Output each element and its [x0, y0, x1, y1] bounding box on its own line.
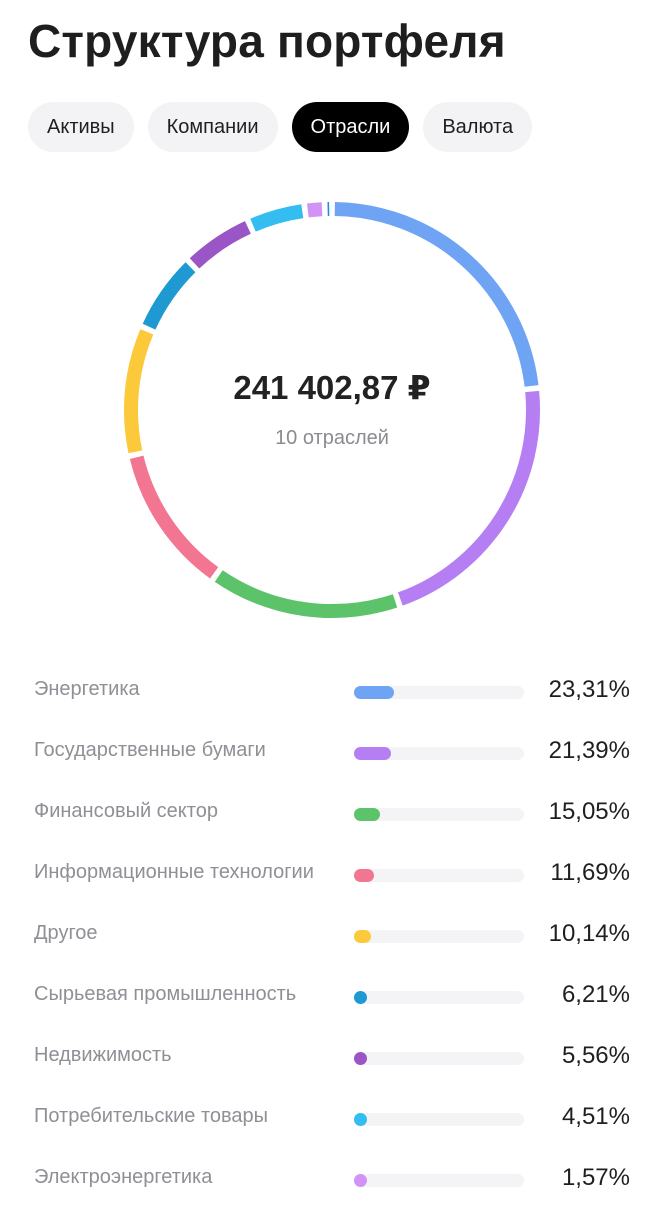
legend-bar-track — [354, 808, 524, 821]
legend-label: Другое — [34, 922, 334, 945]
legend-row[interactable]: Потребительские товары 4,51% — [0, 1089, 664, 1150]
legend-percent: 5,56% — [562, 1042, 630, 1070]
portfolio-total: 241 402,87 ₽ — [120, 368, 544, 407]
legend-percent: 6,21% — [562, 981, 630, 1009]
segment-tabs: Активы Компании Отрасли Валюта — [28, 102, 532, 152]
legend-percent: 21,39% — [549, 737, 630, 765]
tab-sectors[interactable]: Отрасли — [292, 102, 410, 152]
legend-row[interactable]: Сырьевая промышленность 6,21% — [0, 967, 664, 1028]
legend-bar-fill — [354, 991, 367, 1004]
legend-percent: 4,51% — [562, 1103, 630, 1131]
sector-legend: Энергетика 23,31% Государственные бумаги 21… — [0, 662, 664, 1211]
tab-assets[interactable]: Активы — [28, 102, 134, 152]
donut-segment-4[interactable] — [137, 457, 214, 573]
legend-row[interactable]: Другое 10,14% — [0, 906, 664, 967]
legend-bar-fill — [354, 686, 394, 699]
legend-label: Информационные технологии — [34, 861, 334, 884]
legend-bar-fill — [354, 869, 374, 882]
donut-segment-6[interactable] — [149, 267, 190, 326]
tab-companies[interactable]: Компании — [148, 102, 278, 152]
legend-bar-fill — [354, 808, 380, 821]
legend-label: Государственные бумаги — [34, 739, 334, 762]
legend-bar-track — [354, 1052, 524, 1065]
page-title: Структура портфеля — [28, 14, 506, 68]
legend-bar-track — [354, 747, 524, 760]
legend-percent: 10,14% — [549, 920, 630, 948]
legend-row[interactable]: Информационные технологии 11,69% — [0, 845, 664, 906]
legend-bar-fill — [354, 1174, 367, 1187]
legend-bar-fill — [354, 930, 371, 943]
legend-bar-fill — [354, 747, 391, 760]
donut-segment-7[interactable] — [195, 227, 248, 263]
legend-bar-track — [354, 930, 524, 943]
donut-segment-8[interactable] — [253, 211, 302, 225]
legend-bar-fill — [354, 1052, 367, 1065]
legend-label: Недвижимость — [34, 1044, 334, 1067]
legend-bar-track — [354, 991, 524, 1004]
legend-bar-track — [354, 869, 524, 882]
tab-currency[interactable]: Валюта — [423, 102, 532, 152]
donut-segment-1[interactable] — [335, 209, 532, 386]
legend-label: Электроэнергетика — [34, 1166, 334, 1189]
legend-label: Сырьевая промышленность — [34, 983, 334, 1006]
donut-chart: 241 402,87 ₽ 10 отраслей — [120, 198, 544, 622]
legend-row[interactable]: Государственные бумаги 21,39% — [0, 723, 664, 784]
sector-count: 10 отраслей — [120, 427, 544, 450]
legend-label: Финансовый сектор — [34, 800, 334, 823]
legend-row[interactable]: Энергетика 23,31% — [0, 662, 664, 723]
legend-bar-track — [354, 1113, 524, 1126]
legend-percent: 11,69% — [550, 859, 630, 887]
legend-bar-fill — [354, 1113, 367, 1126]
donut-center: 241 402,87 ₽ 10 отраслей — [120, 368, 544, 450]
legend-percent: 1,57% — [562, 1164, 630, 1192]
legend-percent: 23,31% — [549, 676, 630, 704]
legend-label: Энергетика — [34, 678, 334, 701]
legend-bar-track — [354, 686, 524, 699]
legend-row[interactable]: Финансовый сектор 15,05% — [0, 784, 664, 845]
donut-segment-9[interactable] — [308, 209, 322, 210]
donut-segment-3[interactable] — [219, 576, 395, 611]
legend-row[interactable]: Электроэнергетика 1,57% — [0, 1150, 664, 1211]
legend-label: Потребительские товары — [34, 1105, 334, 1128]
legend-bar-track — [354, 1174, 524, 1187]
legend-percent: 15,05% — [549, 798, 630, 826]
legend-row[interactable]: Недвижимость 5,56% — [0, 1028, 664, 1089]
